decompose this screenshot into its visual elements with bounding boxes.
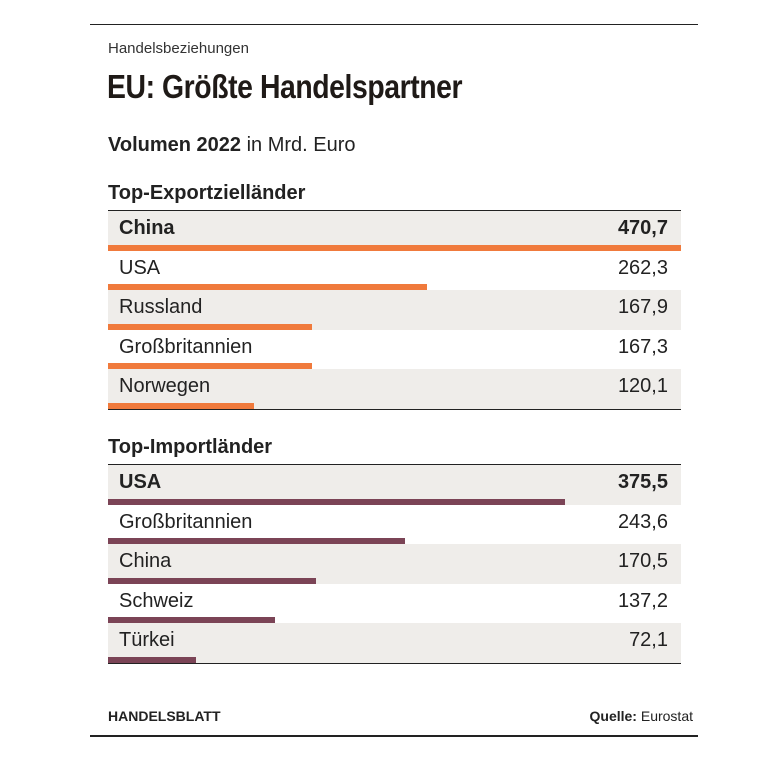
table-row: Großbritannien 243,6 xyxy=(108,505,681,544)
kicker: Handelsbeziehungen xyxy=(108,40,249,57)
country-label: Großbritannien xyxy=(119,335,253,358)
import-section: Top-Importländer USA 375,5 Großbritannien 2… xyxy=(108,434,681,664)
top-rule xyxy=(90,24,698,25)
value-label: 167,3 xyxy=(617,335,668,358)
bar xyxy=(108,402,255,409)
table-row: USA 262,3 xyxy=(108,251,681,290)
bar xyxy=(108,538,405,544)
table-row: Schweiz 137,2 xyxy=(108,584,681,623)
export-table: China 470,7 USA 262,3 Russland 167,9 Großbrita… xyxy=(108,210,681,410)
value-label: 243,6 xyxy=(617,510,668,533)
bar xyxy=(108,498,566,505)
country-label: USA xyxy=(119,256,161,279)
bar xyxy=(108,244,681,251)
source-value: Eurostat xyxy=(636,708,693,724)
table-row: Großbritannien 167,3 xyxy=(108,330,681,369)
export-section: Top-Exportzielländer China 470,7 USA 262,3 R… xyxy=(108,180,681,410)
country-label: Norwegen xyxy=(119,375,211,397)
table-row: China 170,5 xyxy=(108,544,681,584)
subtitle: Volumen 2022 in Mrd. Euro xyxy=(108,134,356,157)
value-label: 167,9 xyxy=(617,296,668,318)
brand-label: HANDELSBLATT xyxy=(108,708,221,724)
table-row: Russland 167,9 xyxy=(108,290,681,330)
country-label: China xyxy=(119,550,172,572)
country-label: USA xyxy=(119,471,162,493)
country-label: Russland xyxy=(119,296,203,318)
bottom-rule xyxy=(90,735,698,737)
country-label: Schweiz xyxy=(119,589,194,612)
table-row: Türkei 72,1 xyxy=(108,623,681,663)
subtitle-strong: Volumen 2022 xyxy=(108,134,242,156)
value-label: 72,1 xyxy=(629,629,668,651)
value-label: 375,5 xyxy=(617,471,668,493)
chart-title: EU: Größte Handelspartner xyxy=(107,68,463,105)
source-label: Quelle: xyxy=(589,708,637,724)
table-row: Norwegen 120,1 xyxy=(108,369,681,409)
bar xyxy=(108,323,313,330)
value-label: 120,1 xyxy=(617,375,668,397)
value-label: 470,7 xyxy=(617,217,668,239)
source-note: Quelle: Eurostat xyxy=(590,708,694,724)
table-row: USA 375,5 xyxy=(108,465,681,505)
import-section-title: Top-Importländer xyxy=(108,436,273,458)
subtitle-rest: in Mrd. Euro xyxy=(241,134,356,156)
country-label: China xyxy=(119,217,175,239)
bar xyxy=(108,656,196,663)
bar xyxy=(108,577,316,584)
bar xyxy=(108,617,276,623)
bar xyxy=(108,284,428,290)
export-section-title: Top-Exportzielländer xyxy=(108,182,306,204)
country-label: Großbritannien xyxy=(119,510,253,533)
value-label: 137,2 xyxy=(617,589,668,612)
bar xyxy=(108,363,312,369)
value-label: 262,3 xyxy=(617,256,668,279)
import-table: USA 375,5 Großbritannien 243,6 China 170,5 Sch… xyxy=(108,464,681,664)
table-row: China 470,7 xyxy=(108,211,681,251)
value-label: 170,5 xyxy=(617,550,668,572)
country-label: Türkei xyxy=(119,629,175,651)
